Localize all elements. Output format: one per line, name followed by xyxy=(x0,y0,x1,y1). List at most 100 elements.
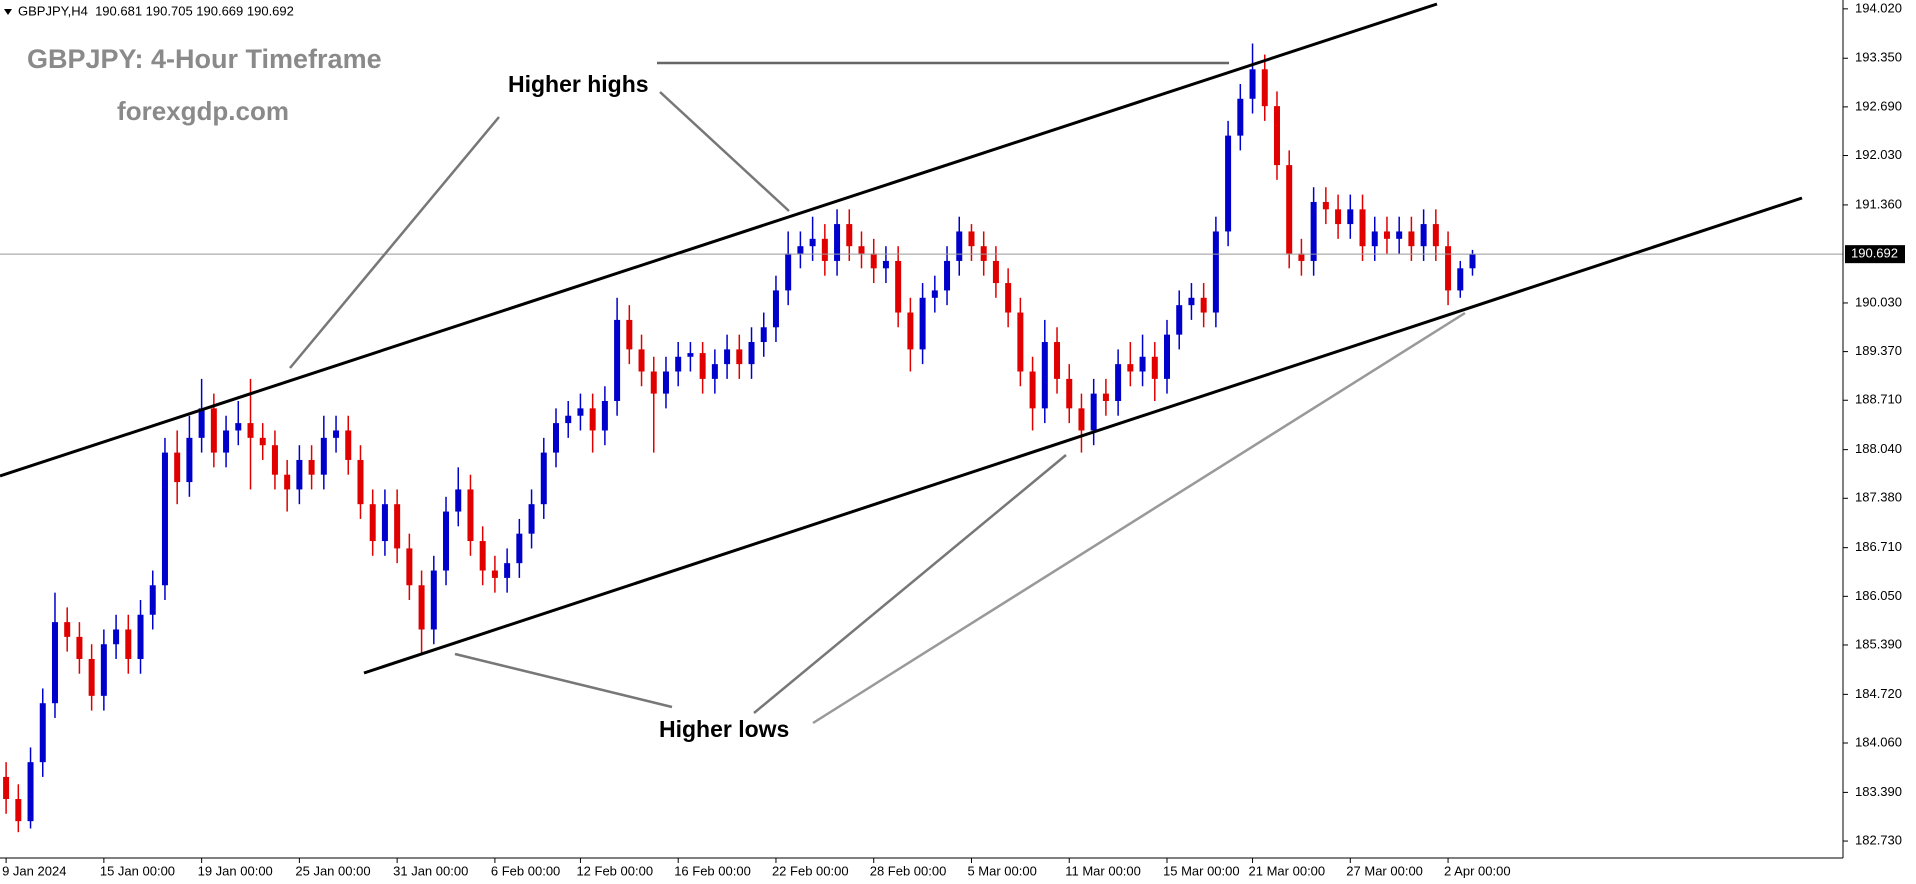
candle-body xyxy=(1469,254,1476,269)
candle-body xyxy=(1420,224,1427,247)
x-tick-label: 21 Mar 00:00 xyxy=(1249,863,1326,878)
pointer-line xyxy=(812,311,1466,725)
candle-body xyxy=(846,224,853,247)
chart-title: GBPJPY: 4-Hour Timeframe xyxy=(27,44,382,74)
pointer-line xyxy=(454,652,673,709)
y-tick-label: 187.380 xyxy=(1855,490,1902,505)
candle-body xyxy=(1176,305,1183,335)
x-tick-label: 22 Feb 00:00 xyxy=(772,863,849,878)
candle-body xyxy=(528,504,535,534)
candle-body xyxy=(259,437,266,446)
candle-body xyxy=(271,445,278,475)
candle-body xyxy=(662,371,669,394)
candle-body xyxy=(479,541,486,571)
candle-body xyxy=(284,474,291,490)
candle-body xyxy=(1445,246,1452,291)
candle-body xyxy=(1151,356,1158,379)
candle-body xyxy=(1066,378,1073,409)
candle-body xyxy=(956,231,963,261)
candle-body xyxy=(992,260,999,284)
candle-body xyxy=(748,342,755,365)
candle-body xyxy=(1054,342,1061,379)
candle-body xyxy=(1115,364,1122,401)
x-tick-label: 19 Jan 00:00 xyxy=(198,863,273,878)
candle-body xyxy=(1237,98,1244,136)
candle-body xyxy=(736,349,743,365)
candle-body xyxy=(504,563,511,578)
y-tick-label: 191.360 xyxy=(1855,196,1902,211)
y-tick-label: 188.710 xyxy=(1855,392,1902,407)
candle-body xyxy=(210,408,217,453)
candle-body xyxy=(137,614,144,659)
candle-body xyxy=(1359,209,1366,247)
candle-body xyxy=(1408,231,1415,247)
candle-body xyxy=(882,260,889,269)
x-tick-label: 28 Feb 00:00 xyxy=(870,863,947,878)
upper-trendline xyxy=(0,2,1438,478)
candle-body xyxy=(1164,334,1170,379)
y-tick-label: 190.030 xyxy=(1855,294,1902,309)
y-tick-label: 188.040 xyxy=(1855,441,1902,456)
candle-body xyxy=(296,459,303,490)
candle-body xyxy=(589,408,596,431)
candle-body xyxy=(772,290,779,328)
candle-body xyxy=(467,489,474,542)
candle-body xyxy=(638,349,645,372)
x-tick-label: 27 Mar 00:00 xyxy=(1346,863,1423,878)
candle-body xyxy=(1127,364,1134,372)
candle-body xyxy=(821,238,828,261)
candle-body xyxy=(113,629,120,645)
candle-body xyxy=(1371,231,1378,247)
y-tick-label: 193.350 xyxy=(1855,50,1902,65)
chart-subtitle: forexgdp.com xyxy=(117,96,289,126)
y-tick-label: 186.050 xyxy=(1855,588,1902,603)
candle-body xyxy=(1396,231,1403,239)
candle-body xyxy=(320,437,327,475)
y-tick-label: 192.030 xyxy=(1855,147,1902,162)
x-tick-label: 6 Feb 00:00 xyxy=(491,863,560,878)
pointer-line xyxy=(289,116,500,369)
candle-body xyxy=(186,437,193,483)
candle-body xyxy=(455,489,462,512)
candle-body xyxy=(443,511,450,571)
y-tick-label: 189.370 xyxy=(1855,343,1902,358)
candle-body xyxy=(614,319,621,401)
candle-body xyxy=(834,224,841,261)
candle-body xyxy=(174,452,181,483)
x-tick-label: 15 Jan 00:00 xyxy=(100,863,175,878)
candle-body xyxy=(626,319,633,350)
candle-body xyxy=(1102,393,1109,401)
candle-body xyxy=(223,430,230,453)
chart-header: GBPJPY,H4 190.681 190.705 190.669 190.69… xyxy=(18,3,294,18)
candle-body xyxy=(1335,209,1342,225)
candle-body xyxy=(1225,135,1232,232)
candle-body xyxy=(369,504,376,542)
x-tick-label: 31 Jan 00:00 xyxy=(393,863,468,878)
candle-body xyxy=(1005,283,1012,313)
candle-body xyxy=(687,353,694,357)
x-tick-label: 12 Feb 00:00 xyxy=(576,863,653,878)
candle-body xyxy=(64,622,71,637)
menu-icon[interactable] xyxy=(4,9,12,15)
candle-body xyxy=(235,423,242,431)
candle-body xyxy=(76,636,83,659)
candle-body xyxy=(491,570,498,578)
y-tick-label: 194.020 xyxy=(1855,0,1902,15)
candle-body xyxy=(980,246,987,261)
candle-body xyxy=(1188,297,1195,306)
candle-body xyxy=(149,585,156,615)
candle-body xyxy=(100,644,107,696)
y-tick-label: 185.390 xyxy=(1855,636,1902,651)
candle-body xyxy=(198,408,205,438)
candle-body xyxy=(699,353,706,379)
candle-body xyxy=(711,364,718,379)
candle-body xyxy=(1322,201,1329,210)
candle-body xyxy=(1041,342,1048,409)
annotation: Higher highs xyxy=(508,71,649,97)
candle-body xyxy=(125,629,132,659)
candle-body xyxy=(430,570,437,630)
candle-body xyxy=(1310,201,1317,261)
candle-body xyxy=(858,246,865,254)
candle-body xyxy=(1273,106,1280,166)
y-tick-label: 192.690 xyxy=(1855,98,1902,113)
